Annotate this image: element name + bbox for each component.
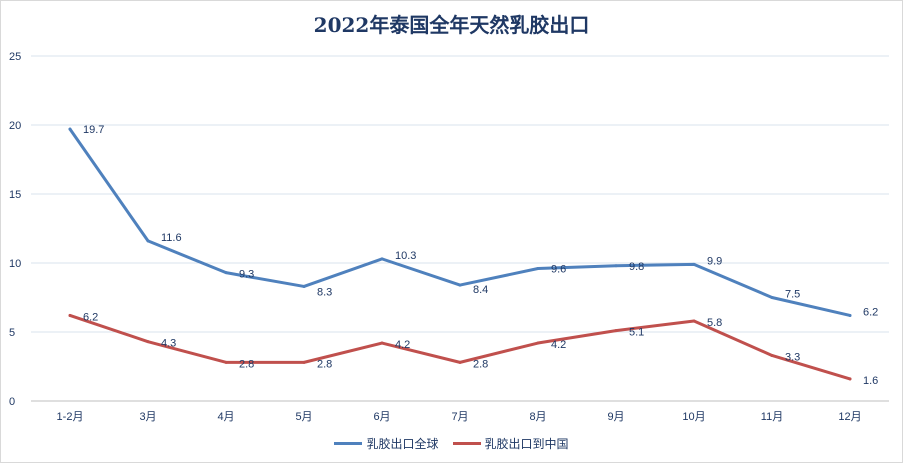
- data-point: [224, 360, 228, 364]
- data-label: 4.2: [395, 339, 410, 351]
- data-point: [848, 377, 852, 381]
- legend-label-global: 乳胶出口全球: [366, 437, 439, 451]
- data-point: [692, 319, 696, 323]
- data-point: [458, 360, 462, 364]
- y-tick-label: 10: [9, 258, 21, 270]
- data-label: 10.3: [395, 250, 416, 262]
- data-point: [146, 340, 150, 344]
- data-label: 8.3: [317, 286, 332, 298]
- data-point: [146, 239, 150, 243]
- data-point: [692, 262, 696, 266]
- data-label: 1.6: [863, 375, 878, 387]
- x-tick-label: 5月: [295, 411, 312, 423]
- data-label: 7.5: [785, 289, 800, 301]
- data-point: [68, 313, 72, 317]
- legend-item-global: 乳胶出口全球: [334, 435, 439, 452]
- chart-title: 2022年泰国全年天然乳胶出口: [313, 13, 590, 37]
- x-tick-label: 10月: [682, 411, 705, 423]
- data-label: 6.2: [863, 306, 878, 318]
- data-label: 9.3: [239, 269, 254, 281]
- series-line: [68, 313, 852, 381]
- x-tick-label: 1-2月: [57, 411, 84, 423]
- data-point: [380, 341, 384, 345]
- data-point: [770, 296, 774, 299]
- y-tick-label: 5: [9, 327, 15, 339]
- data-label: 6.2: [83, 311, 98, 323]
- data-point: [380, 257, 384, 261]
- data-point: [614, 264, 618, 268]
- data-label: 11.6: [161, 232, 182, 244]
- y-tick-label: 20: [9, 120, 21, 132]
- data-point: [614, 329, 618, 333]
- data-label: 2.8: [317, 358, 332, 370]
- y-tick-label: 0: [9, 396, 15, 408]
- data-label: 2.8: [473, 358, 488, 370]
- data-label: 9.6: [551, 264, 566, 276]
- x-tick-label: 8月: [529, 411, 546, 423]
- data-point: [536, 341, 540, 345]
- data-point: [302, 360, 306, 364]
- data-label: 9.9: [707, 255, 722, 267]
- x-tick-label: 9月: [607, 411, 624, 423]
- data-label: 5.1: [629, 327, 644, 339]
- x-tick-label: 6月: [373, 411, 390, 423]
- data-label: 5.8: [707, 317, 722, 329]
- x-tick-label: 7月: [451, 411, 468, 423]
- data-point: [536, 267, 540, 271]
- data-label: 4.3: [161, 338, 176, 350]
- series-line: [68, 127, 852, 317]
- data-point: [770, 353, 774, 357]
- data-point: [68, 127, 72, 131]
- legend-swatch-china: [452, 442, 481, 445]
- legend: 乳胶出口全球 乳胶出口到中国: [1, 435, 902, 452]
- x-tick-label: 4月: [217, 411, 234, 423]
- data-label: 9.8: [629, 261, 644, 273]
- data-label: 2.8: [239, 358, 254, 370]
- x-tick-label: 12月: [838, 411, 861, 423]
- data-label: 4.2: [551, 339, 566, 351]
- data-point: [458, 283, 462, 287]
- y-tick-label: 25: [9, 51, 21, 63]
- data-label: 19.7: [83, 124, 104, 136]
- data-label: 8.4: [473, 284, 488, 296]
- data-point: [224, 271, 228, 275]
- x-tick-label: 3月: [139, 411, 156, 423]
- x-tick-label: 11月: [761, 411, 783, 423]
- legend-swatch-global: [334, 442, 363, 445]
- legend-label-china: 乳胶出口到中国: [484, 437, 569, 451]
- legend-item-china: 乳胶出口到中国: [452, 435, 569, 452]
- data-label: 3.3: [785, 351, 800, 363]
- data-point: [848, 313, 852, 317]
- y-tick-label: 15: [9, 189, 21, 201]
- data-point: [302, 284, 306, 288]
